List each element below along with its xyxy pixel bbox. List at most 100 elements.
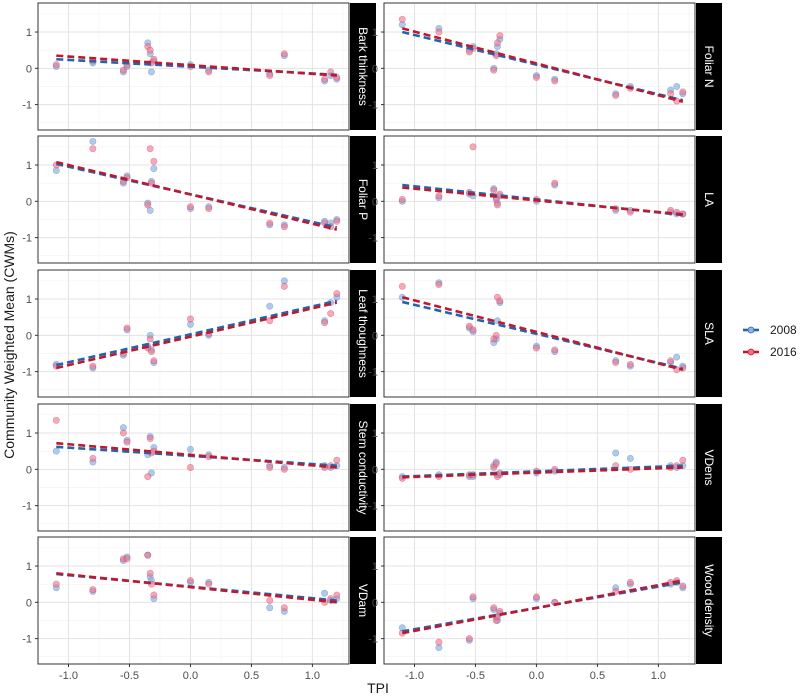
data-point-2016 [150, 55, 158, 63]
y-axis-title: Community Weighted Mean (CWMs) [1, 231, 17, 459]
data-point-2016 [89, 362, 97, 370]
fit-line-2016 [55, 301, 338, 370]
data-point-2016 [469, 326, 477, 334]
fit-line-2016 [55, 160, 338, 231]
y-tick-label: 1 [372, 428, 378, 440]
fit-line-2008 [402, 183, 683, 217]
data-point-2016 [280, 465, 288, 473]
data-point-2008 [612, 449, 620, 457]
data-point-2016 [469, 593, 477, 601]
data-point-2016 [551, 179, 559, 187]
y-tick-label: 0 [372, 63, 378, 75]
data-point-2016 [52, 416, 60, 424]
y-tick-label: -1 [368, 100, 378, 112]
y-tick-label: 1 [372, 160, 378, 172]
data-point-2008 [147, 68, 155, 76]
data-point-2016 [150, 157, 158, 165]
y-tick-label: 0 [26, 597, 32, 609]
data-point-2016 [333, 591, 341, 599]
facet-strip-label: LA [702, 192, 716, 207]
fit-line-2016 [56, 441, 337, 469]
facet-strip [350, 270, 376, 397]
legend-label: 2016 [770, 345, 797, 359]
panel-border [37, 403, 350, 532]
data-point-2016 [147, 348, 155, 356]
data-point-2016 [496, 297, 504, 305]
data-point-2016 [435, 192, 443, 200]
data-point-2016 [144, 201, 152, 209]
y-tick-label: 0 [372, 464, 378, 476]
panel-border [383, 403, 696, 532]
data-point-2016 [679, 582, 687, 590]
data-point-2016 [146, 434, 154, 442]
panel-border [37, 135, 350, 264]
panel-border [383, 269, 696, 398]
facet-panel: VDam -1 0 1 -1.0 -0.5 0.0 0.5 1.0 [22, 536, 376, 682]
data-point-2008 [52, 447, 60, 455]
fit-line-2008 [56, 572, 337, 602]
y-tick-label: 1 [26, 160, 32, 172]
x-axis-title: TPI [367, 680, 389, 696]
data-point-2016 [146, 335, 154, 343]
data-point-2016 [205, 580, 213, 588]
facet-panel: Stem conductivity -1 0 1 [22, 403, 376, 532]
fit-line-2016 [402, 186, 683, 216]
panel-border [383, 135, 696, 264]
data-point-2016 [333, 456, 341, 464]
legend-label: 2008 [770, 323, 797, 337]
data-point-2016 [266, 72, 274, 80]
fit-line-2008 [402, 464, 683, 478]
data-point-2016 [612, 92, 620, 100]
fit-line-2016 [401, 295, 684, 372]
facet-strip-label: VDam [356, 584, 370, 617]
facet-strip [696, 136, 722, 263]
data-point-2016 [119, 429, 127, 437]
y-tick-label: -1 [22, 501, 32, 513]
data-point-2016 [280, 282, 288, 290]
legend-key-point [747, 326, 755, 334]
data-point-2016 [551, 77, 559, 85]
y-tick-label: -1 [22, 100, 32, 112]
data-point-2016 [321, 319, 329, 327]
y-tick-label: 1 [26, 561, 32, 573]
y-tick-label: -1 [368, 367, 378, 379]
data-point-2016 [532, 344, 540, 352]
data-point-2016 [144, 551, 152, 559]
x-tick-label: 0.0 [183, 670, 198, 682]
fit-line-2008 [56, 445, 337, 467]
facet-strip-label: Stem conductivity [356, 420, 370, 514]
y-tick-label: 1 [372, 294, 378, 306]
y-tick-label: 0 [26, 196, 32, 208]
data-point-2008 [89, 137, 97, 145]
data-point-2016 [186, 203, 194, 211]
data-point-2016 [435, 281, 443, 289]
facet-strip [350, 136, 376, 263]
data-point-2016 [551, 346, 559, 354]
data-point-2016 [490, 604, 498, 612]
y-tick-label: 1 [26, 428, 32, 440]
data-point-2016 [205, 205, 213, 213]
y-tick-label: -1 [22, 233, 32, 245]
y-tick-label: 0 [372, 330, 378, 342]
x-tick-label: 1.0 [651, 670, 666, 682]
data-point-2016 [465, 635, 473, 643]
panel-border [37, 536, 350, 665]
facet-strip-label: Leaf thoughness [356, 289, 370, 378]
data-point-2016 [327, 310, 335, 318]
data-point-2016 [280, 223, 288, 231]
facet-panel: Foliar P -1 0 1 [22, 135, 376, 264]
facet-panel: Wood density -1 0 1 -1.0 -0.5 0.0 0.5 1.0 [368, 536, 722, 682]
data-point-2016 [532, 593, 540, 601]
facet-strip [350, 537, 376, 664]
panel-border [383, 2, 696, 131]
data-point-2016 [321, 75, 329, 83]
data-point-2016 [89, 454, 97, 462]
y-tick-label: 1 [372, 27, 378, 39]
panel-border [37, 269, 350, 398]
data-point-2016 [496, 32, 504, 40]
data-point-2016 [626, 578, 634, 586]
y-tick-label: 0 [26, 63, 32, 75]
fit-line-2016 [56, 54, 337, 77]
